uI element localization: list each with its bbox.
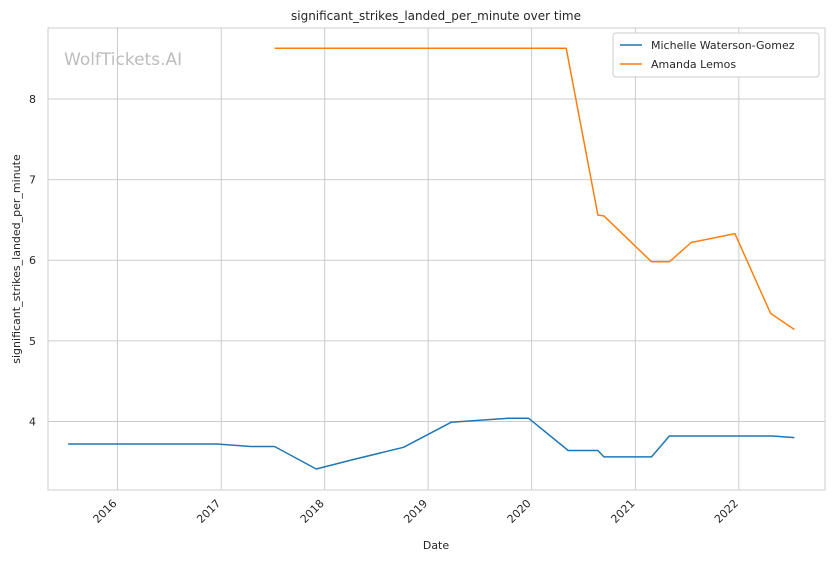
y-tick-label: 5	[29, 335, 36, 348]
y-tick-label: 6	[29, 254, 36, 267]
x-tick-label: 2022	[712, 497, 741, 526]
y-tick-label: 4	[29, 415, 36, 428]
legend: Michelle Waterson-Gomez Amanda Lemos	[612, 32, 820, 78]
x-axis-label: Date	[423, 539, 450, 552]
watermark: WolfTickets.AI	[64, 50, 182, 70]
grid	[48, 28, 825, 490]
plot-background	[48, 28, 825, 490]
legend-label-michelle: Michelle Waterson-Gomez	[651, 39, 795, 52]
x-tick-label: 2016	[91, 497, 120, 526]
y-tick-label: 8	[29, 93, 36, 106]
x-tick-label: 2021	[608, 497, 637, 526]
chart-title: significant_strikes_landed_per_minute ov…	[291, 9, 581, 23]
series-layer	[68, 47, 795, 470]
series-line-amanda-lemos	[274, 47, 795, 331]
x-tick-label: 2017	[194, 497, 223, 526]
x-tick-label: 2018	[298, 497, 327, 526]
legend-label-amanda: Amanda Lemos	[651, 58, 736, 71]
y-tick-label: 7	[29, 174, 36, 187]
series-line-michelle-waterson-gomez	[68, 417, 795, 470]
x-tick-label: 2020	[505, 497, 534, 526]
plot-frame	[47, 27, 826, 491]
legend-box	[612, 32, 820, 78]
y-axis-label: significant_strikes_landed_per_minute	[10, 154, 23, 364]
x-tick-label: 2019	[401, 497, 430, 526]
